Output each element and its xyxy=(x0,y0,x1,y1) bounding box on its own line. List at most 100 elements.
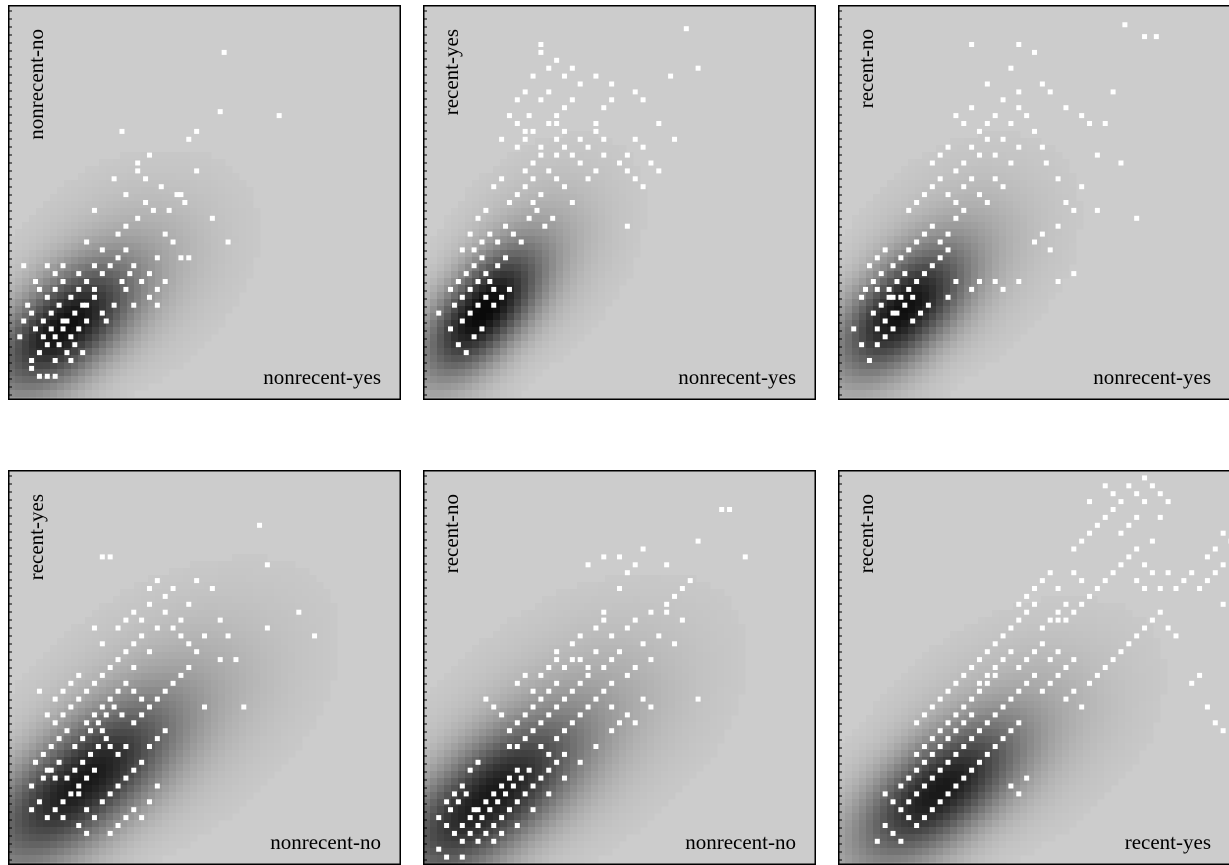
data-point xyxy=(131,263,137,269)
data-point xyxy=(506,200,512,205)
density-cell xyxy=(507,229,515,237)
density-cell xyxy=(78,659,86,667)
density-cell xyxy=(591,306,599,314)
density-cell xyxy=(985,208,993,216)
density-cell xyxy=(1006,152,1014,160)
density-cell xyxy=(901,341,909,349)
density-cell xyxy=(936,166,944,174)
density-cell xyxy=(253,687,261,695)
density-cell xyxy=(92,666,100,674)
density-cell xyxy=(1069,187,1077,195)
density-cell xyxy=(1013,306,1021,314)
density-cell xyxy=(852,264,860,272)
density-cell xyxy=(444,229,452,237)
density-cell xyxy=(99,785,107,793)
data-point xyxy=(874,326,880,332)
density-cell xyxy=(99,834,107,842)
density-cell xyxy=(591,271,599,279)
data-point xyxy=(546,65,552,71)
density-cell xyxy=(873,208,881,216)
density-cell xyxy=(584,285,592,293)
density-cell xyxy=(451,355,459,363)
density-cell xyxy=(1041,250,1049,258)
density-cell xyxy=(176,813,184,821)
density-cell xyxy=(197,271,205,279)
density-cell xyxy=(29,383,37,391)
density-cell xyxy=(253,764,261,772)
density-cell xyxy=(556,159,564,167)
density-cell xyxy=(964,320,972,328)
density-cell xyxy=(134,645,142,653)
density-cell xyxy=(99,229,107,237)
density-cell xyxy=(901,187,909,195)
density-cell xyxy=(43,785,51,793)
density-cell xyxy=(99,694,107,702)
density-cell xyxy=(493,320,501,328)
density-cell xyxy=(155,806,163,814)
density-cell xyxy=(514,159,522,167)
density-cell xyxy=(141,194,149,202)
density-cell xyxy=(985,313,993,321)
panel-4: recent-yes nonrecent-no xyxy=(8,470,401,865)
data-point xyxy=(1094,207,1100,213)
data-point xyxy=(898,294,904,300)
density-cell xyxy=(971,327,979,335)
density-cell xyxy=(50,722,58,730)
density-cell xyxy=(922,348,930,356)
density-cell xyxy=(901,278,909,286)
density-cell xyxy=(479,180,487,188)
density-cell xyxy=(1006,173,1014,181)
density-cell xyxy=(598,145,606,153)
data-point xyxy=(52,358,58,363)
density-cell xyxy=(183,778,191,786)
x-axis-label: nonrecent-yes xyxy=(678,365,796,389)
data-point xyxy=(471,334,477,340)
density-cell xyxy=(36,659,44,667)
density-cell xyxy=(162,194,170,202)
data-point xyxy=(123,247,129,253)
density-cell xyxy=(528,236,536,244)
density-cell xyxy=(92,652,100,660)
density-cell xyxy=(71,792,79,800)
density-cell xyxy=(71,820,79,828)
density-cell xyxy=(873,201,881,209)
density-cell xyxy=(218,778,226,786)
density-cell xyxy=(148,313,156,321)
data-point xyxy=(495,239,501,245)
density-cell xyxy=(486,222,494,230)
density-cell xyxy=(29,376,37,384)
density-cell xyxy=(267,666,275,674)
density-cell xyxy=(612,229,620,237)
density-cell xyxy=(507,215,515,223)
density-cell xyxy=(225,673,233,681)
density-cell xyxy=(232,603,240,611)
density-cell xyxy=(894,299,902,307)
density-cell xyxy=(915,173,923,181)
density-cell xyxy=(85,841,93,849)
density-cell xyxy=(626,208,634,216)
density-cell xyxy=(267,596,275,604)
density-cell xyxy=(113,362,121,370)
density-cell xyxy=(99,827,107,835)
density-cell xyxy=(183,659,191,667)
data-point xyxy=(150,207,156,213)
density-cell xyxy=(78,362,86,370)
density-cell xyxy=(253,659,261,667)
data-point xyxy=(624,223,630,229)
density-cell xyxy=(120,187,128,195)
density-cell xyxy=(929,271,937,279)
density-cell xyxy=(218,159,226,167)
density-cell xyxy=(591,159,599,167)
density-cell xyxy=(22,834,30,842)
density-cell xyxy=(183,264,191,272)
density-cell xyxy=(239,187,247,195)
density-cell xyxy=(106,285,114,293)
density-cell xyxy=(29,729,37,737)
density-cell xyxy=(141,722,149,730)
density-cell xyxy=(556,145,564,153)
density-cell xyxy=(43,306,51,314)
density-cell xyxy=(598,166,606,174)
data-point xyxy=(52,373,58,379)
density-cell xyxy=(267,757,275,765)
density-cell xyxy=(29,687,37,695)
